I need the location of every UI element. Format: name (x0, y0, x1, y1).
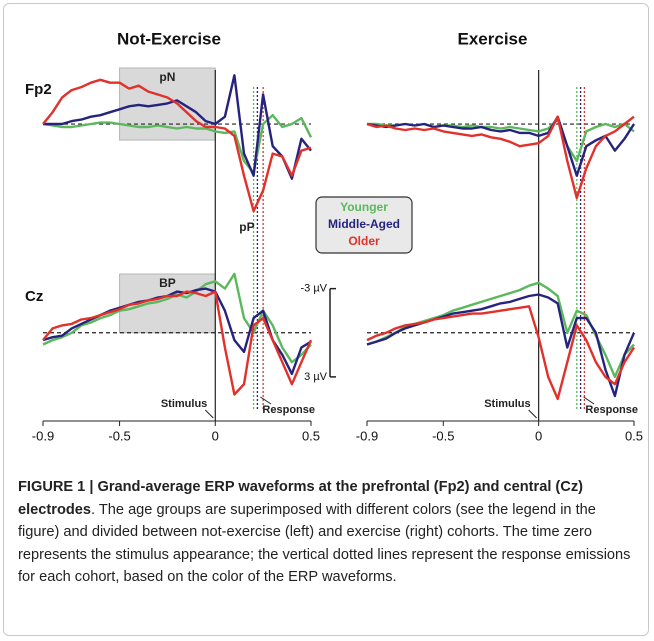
legend-entry: Middle-Aged (328, 217, 400, 231)
x-tick-label: 0.5 (302, 428, 320, 443)
stimulus-arrow (204, 409, 214, 419)
x-tick-label: 0 (535, 428, 542, 443)
caption: FIGURE 1 | Grand-average ERP waveforms a… (18, 476, 640, 589)
legend-entry: Younger (340, 200, 388, 214)
waveform (42, 272, 312, 364)
scale-label: -3 µV (300, 283, 327, 295)
caption-text: . The age groups are superimposed with d… (18, 501, 631, 586)
stimulus-arrow (528, 409, 537, 419)
x-tick-label: -0.5 (432, 428, 454, 443)
waveform (366, 305, 636, 401)
region-label: BP (159, 276, 176, 290)
waveform (366, 293, 636, 398)
waveform (42, 114, 313, 174)
stimulus-label: Stimulus (161, 398, 207, 410)
region-label: pN (159, 70, 175, 84)
electrode-label: Fp2 (25, 81, 52, 98)
response-label: Response (585, 404, 638, 416)
electrode-label: Cz (25, 288, 43, 305)
x-tick-label: -0.5 (108, 428, 130, 443)
figure: pN Not-Exercise Fp2 pP Exercise BP Cz -0.9 -0.5 0… (25, 29, 643, 443)
panel-title: Not-Exercise (117, 29, 221, 48)
legend-box (315, 196, 413, 254)
waveform (42, 287, 312, 376)
stimulus-label: Stimulus (484, 398, 530, 410)
x-tick-label: -0.9 (32, 428, 54, 443)
response-label: Response (262, 404, 315, 416)
waveform (42, 78, 312, 213)
response-arrow (583, 396, 595, 405)
figure-frame (3, 3, 649, 636)
panel-title: Exercise (458, 29, 528, 48)
caption-heading: FIGURE 1 | Grand-average ERP waveforms a… (18, 479, 583, 518)
x-tick-label: 0.5 (625, 428, 643, 443)
x-tick-label: -0.9 (356, 428, 378, 443)
waveform (366, 115, 636, 177)
waveform (42, 290, 313, 396)
scale-label: 3 µV (304, 371, 328, 383)
legend-entry: Older (348, 234, 380, 248)
waveform (366, 115, 635, 200)
shaded-region (119, 273, 216, 334)
peak-label: pP (239, 220, 254, 234)
x-tick-label: 0 (212, 428, 219, 443)
response-arrow (260, 396, 272, 405)
waveform (43, 74, 312, 180)
